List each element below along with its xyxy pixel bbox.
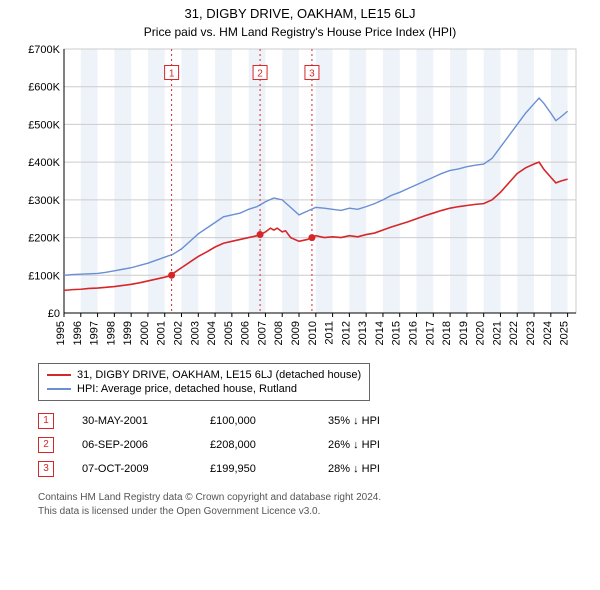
sale-date: 30-MAY-2001 <box>82 415 182 427</box>
chart-legend: 31, DIGBY DRIVE, OAKHAM, LE15 6LJ (detac… <box>38 363 370 401</box>
svg-text:2003: 2003 <box>189 321 201 345</box>
svg-text:£500K: £500K <box>28 119 60 131</box>
svg-text:2016: 2016 <box>408 321 420 345</box>
line-swatch-icon <box>47 374 71 376</box>
svg-text:2019: 2019 <box>458 321 470 345</box>
svg-text:£600K: £600K <box>28 82 60 94</box>
svg-text:2007: 2007 <box>256 321 268 345</box>
svg-text:1999: 1999 <box>122 321 134 345</box>
svg-text:2017: 2017 <box>424 321 436 345</box>
svg-text:1: 1 <box>169 69 175 80</box>
sale-date: 07-OCT-2009 <box>82 463 182 475</box>
svg-text:£100K: £100K <box>28 270 60 282</box>
sale-marker-icon: 1 <box>38 413 54 429</box>
svg-text:£700K: £700K <box>28 45 60 56</box>
sale-price: £100,000 <box>210 415 300 427</box>
svg-text:2005: 2005 <box>223 321 235 345</box>
table-row: 3 07-OCT-2009 £199,950 28% ↓ HPI <box>38 457 600 481</box>
sale-date: 06-SEP-2006 <box>82 439 182 451</box>
svg-text:2013: 2013 <box>357 321 369 345</box>
legend-item-hpi: HPI: Average price, detached house, Rutl… <box>47 382 361 396</box>
svg-text:1996: 1996 <box>72 321 84 345</box>
svg-text:2024: 2024 <box>542 321 554 345</box>
svg-text:2000: 2000 <box>139 321 151 345</box>
page-title: 31, DIGBY DRIVE, OAKHAM, LE15 6LJ <box>0 0 600 21</box>
footnote-line: This data is licensed under the Open Gov… <box>38 505 600 519</box>
svg-text:2023: 2023 <box>525 321 537 345</box>
svg-text:2022: 2022 <box>508 321 520 345</box>
sale-price: £208,000 <box>210 439 300 451</box>
price-chart: £0 £100K £200K £300K £400K £500K £600K £700K 199… <box>20 45 580 355</box>
svg-text:2020: 2020 <box>475 321 487 345</box>
footnote: Contains HM Land Registry data © Crown c… <box>38 491 600 519</box>
sale-hpi-delta: 26% ↓ HPI <box>328 439 380 451</box>
svg-text:2: 2 <box>257 69 263 80</box>
svg-text:2001: 2001 <box>156 321 168 345</box>
sale-hpi-delta: 28% ↓ HPI <box>328 463 380 475</box>
legend-item-property: 31, DIGBY DRIVE, OAKHAM, LE15 6LJ (detac… <box>47 368 361 382</box>
svg-text:2006: 2006 <box>240 321 252 345</box>
table-row: 2 06-SEP-2006 £208,000 26% ↓ HPI <box>38 433 600 457</box>
page-subtitle: Price paid vs. HM Land Registry's House … <box>0 21 600 45</box>
sale-marker-icon: 3 <box>38 461 54 477</box>
svg-text:2002: 2002 <box>173 321 185 345</box>
legend-label: HPI: Average price, detached house, Rutl… <box>77 383 297 395</box>
svg-text:1998: 1998 <box>105 321 117 345</box>
svg-text:2025: 2025 <box>559 321 571 345</box>
svg-text:£200K: £200K <box>28 233 60 245</box>
svg-text:2021: 2021 <box>491 321 503 345</box>
svg-text:2015: 2015 <box>391 321 403 345</box>
sales-table: 1 30-MAY-2001 £100,000 35% ↓ HPI 2 06-SE… <box>38 409 600 481</box>
svg-text:2010: 2010 <box>307 321 319 345</box>
svg-text:2014: 2014 <box>374 321 386 345</box>
svg-text:2008: 2008 <box>273 321 285 345</box>
svg-text:£0: £0 <box>48 308 60 320</box>
svg-text:2011: 2011 <box>324 321 336 345</box>
svg-text:1995: 1995 <box>55 321 67 345</box>
svg-text:£300K: £300K <box>28 195 60 207</box>
svg-text:2018: 2018 <box>441 321 453 345</box>
svg-text:2009: 2009 <box>290 321 302 345</box>
svg-text:2012: 2012 <box>340 321 352 345</box>
table-row: 1 30-MAY-2001 £100,000 35% ↓ HPI <box>38 409 600 433</box>
line-swatch-icon <box>47 388 71 390</box>
sale-hpi-delta: 35% ↓ HPI <box>328 415 380 427</box>
sale-price: £199,950 <box>210 463 300 475</box>
footnote-line: Contains HM Land Registry data © Crown c… <box>38 491 600 505</box>
svg-text:1997: 1997 <box>89 321 101 345</box>
legend-label: 31, DIGBY DRIVE, OAKHAM, LE15 6LJ (detac… <box>77 369 361 381</box>
svg-text:£400K: £400K <box>28 157 60 169</box>
svg-text:2004: 2004 <box>206 321 218 345</box>
svg-text:3: 3 <box>309 69 315 80</box>
sale-marker-icon: 2 <box>38 437 54 453</box>
